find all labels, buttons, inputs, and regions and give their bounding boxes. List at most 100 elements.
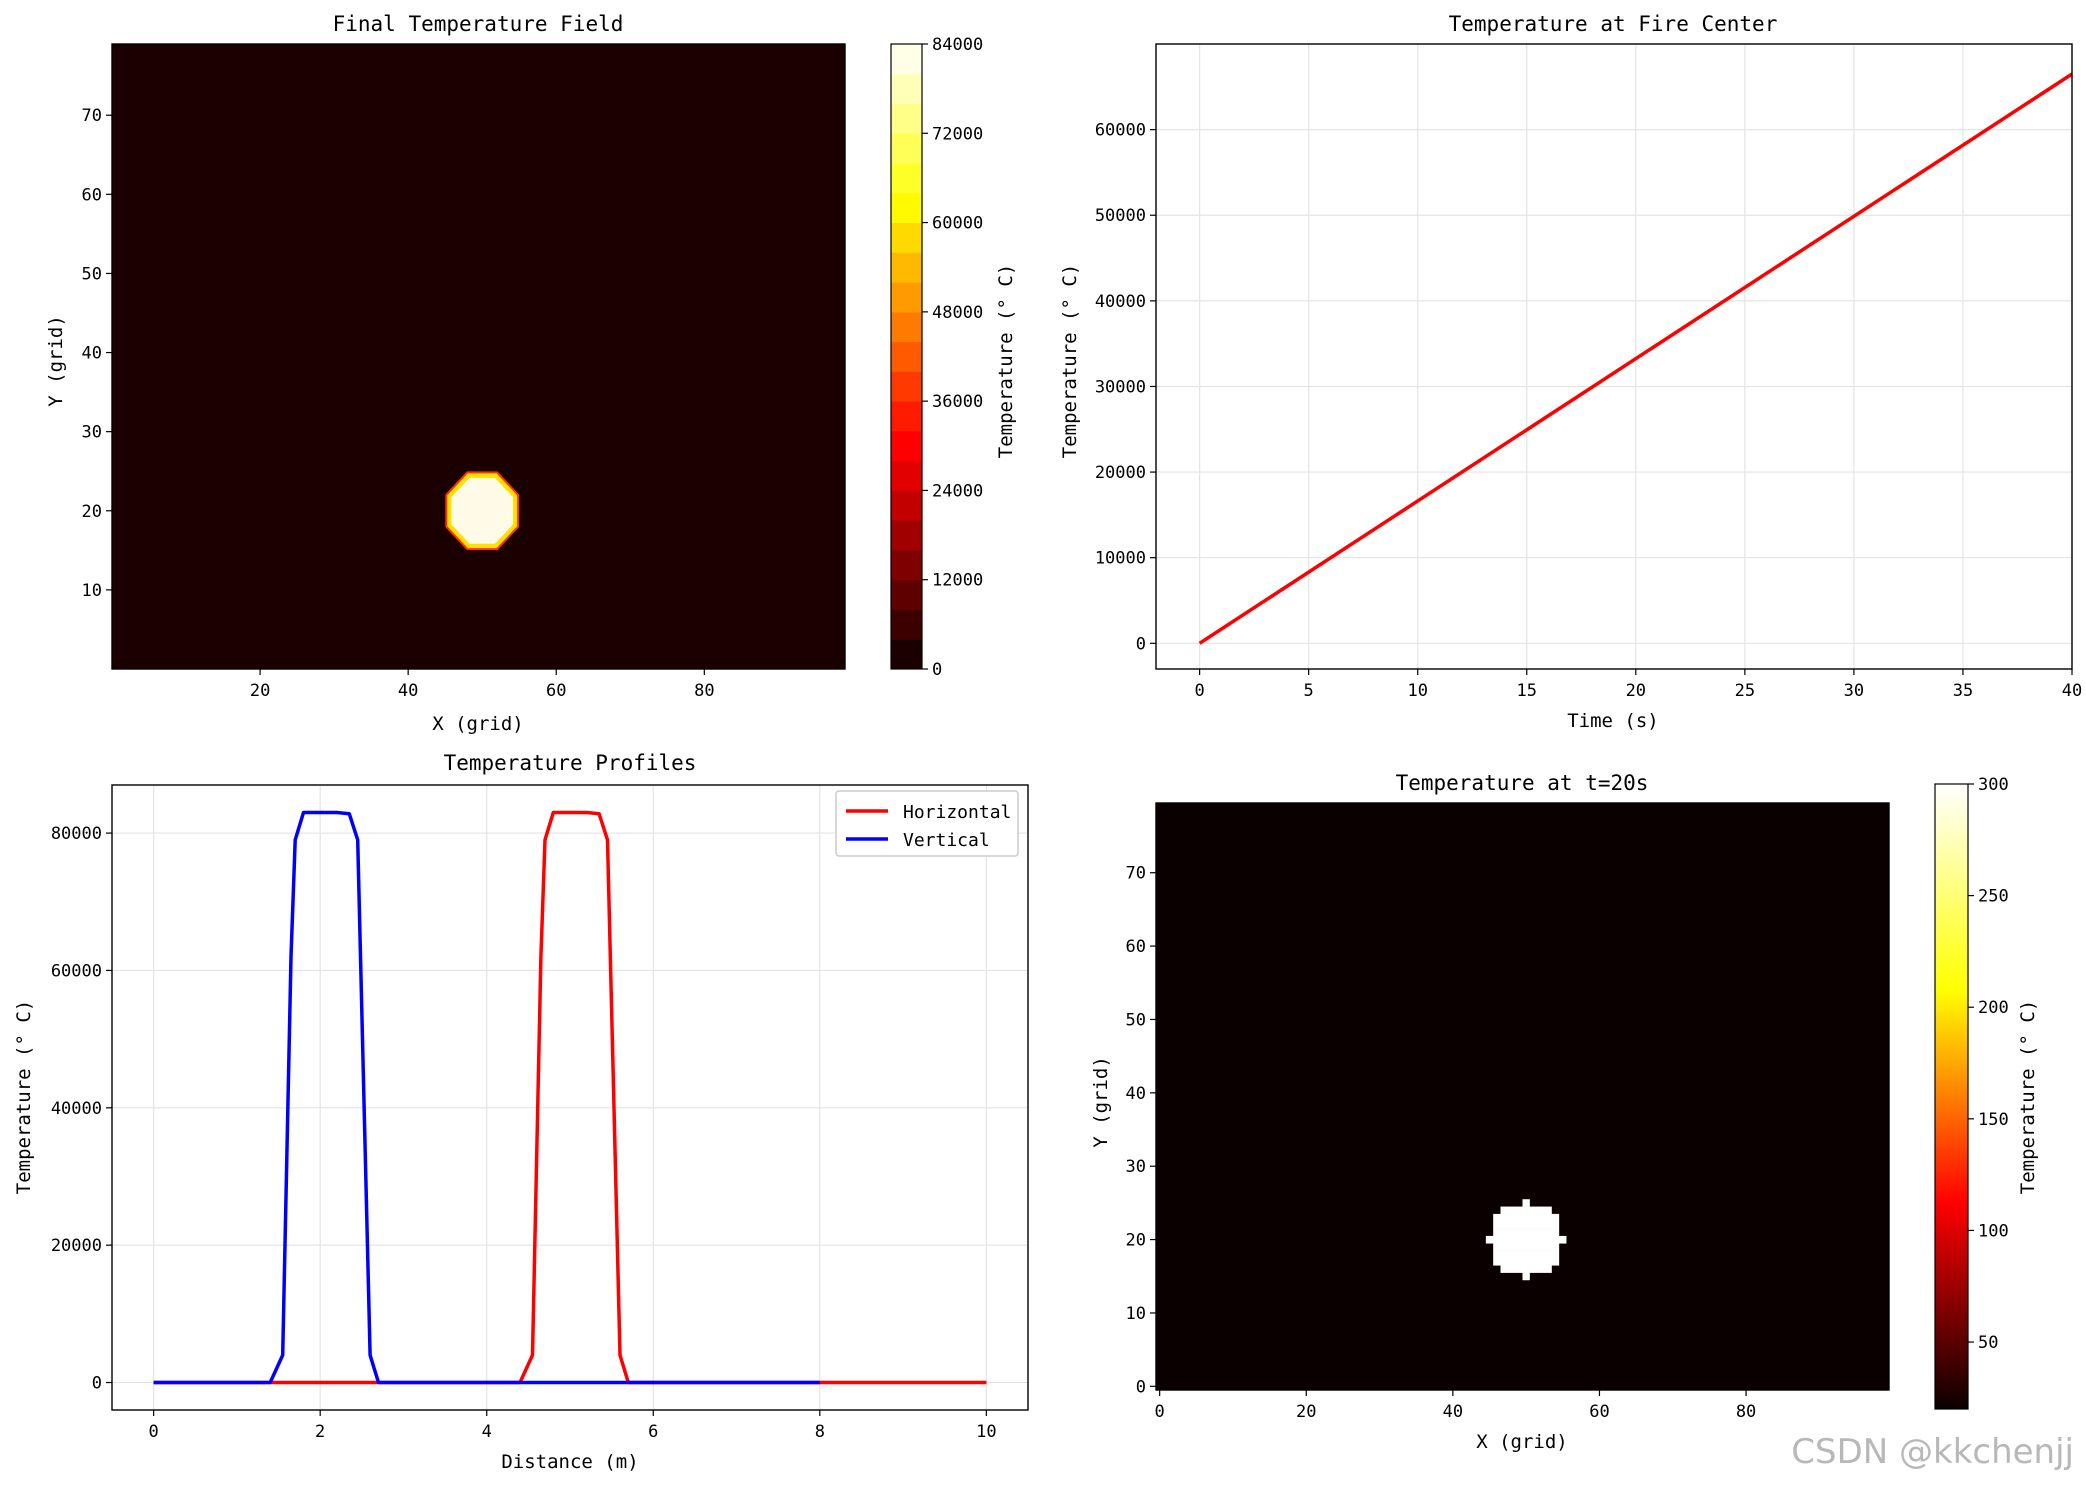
p1-colorbar-band xyxy=(891,549,922,581)
p1-colorbar-band xyxy=(891,282,922,313)
p1-colorbar-tick-label: 60000 xyxy=(932,214,983,234)
p1-colorbar-band xyxy=(891,133,922,164)
p4-hot-spot-row xyxy=(1485,1235,1567,1244)
p4-ytick-label: 60 xyxy=(1126,937,1146,957)
p4-colorbar-tick-label: 150 xyxy=(1978,1110,2009,1130)
p4-colorbar-frame xyxy=(1934,783,1969,1410)
p1-colorbar-band xyxy=(891,639,922,670)
p1-colorbar-band xyxy=(891,44,922,75)
panel3-ylabel: Temperature (° C) xyxy=(13,1000,35,1194)
panel2-plot-area: 0 5 10 15 20 25 30 35 40 0 10000 20000 30000 40000 500… xyxy=(1095,43,2082,701)
p4-colorbar-tick-label: 200 xyxy=(1978,998,2009,1018)
panel-temperature-at-fire-center: Temperature at Fire Center 0 5 10 15 20 25 30 3… xyxy=(1059,12,2082,732)
p2-xtick-label: 15 xyxy=(1517,681,1537,701)
legend-label-vertical: Vertical xyxy=(903,830,990,851)
p4-colorbar-gradient xyxy=(1935,784,1968,1409)
p2-ytick-label: 10000 xyxy=(1095,549,1146,569)
p2-xtick-label: 25 xyxy=(1735,681,1755,701)
p1-colorbar-frame xyxy=(890,43,923,670)
p4-ytick-label: 20 xyxy=(1126,1231,1146,1251)
p1-colorbar-band xyxy=(891,163,922,194)
panel4-ylabel: Y (grid) xyxy=(1090,1056,1112,1148)
p1-colorbar-tick-label: 72000 xyxy=(932,124,983,144)
p1-colorbar-tick-label: 0 xyxy=(932,660,942,680)
p1-colorbar-tick-label: 24000 xyxy=(932,481,983,501)
p1-colorbar-band xyxy=(891,73,922,105)
p4-hot-spot-row xyxy=(1493,1213,1560,1222)
panel1-colorbar-label: Temperature (° C) xyxy=(995,264,1017,458)
p4-ytick-label: 40 xyxy=(1126,1084,1146,1104)
p2-ytick-label: 50000 xyxy=(1095,206,1146,226)
p4-hot-spot-row xyxy=(1522,1272,1530,1281)
p1-colorbar-band xyxy=(891,460,922,491)
p1-colorbar-band xyxy=(891,311,922,343)
p3-frame xyxy=(111,784,1029,1411)
p4-xtick-label: 60 xyxy=(1589,1402,1609,1422)
p1-colorbar-tick-label: 84000 xyxy=(932,35,983,55)
p1-colorbar-tick-label: 48000 xyxy=(932,303,983,323)
p2-series-line xyxy=(1198,72,2073,645)
panel4-plot-area: 0 20 40 60 80 0 10 20 30 40 50 60 70 xyxy=(1126,802,1890,1422)
p4-xtick-label: 80 xyxy=(1736,1402,1756,1422)
p4-hot-spot-row xyxy=(1493,1257,1560,1266)
p1-colorbar-band xyxy=(891,579,922,610)
p1-colorbar-band xyxy=(891,401,922,432)
p1-ytick-label: 30 xyxy=(82,423,102,443)
panel1-title: Final Temperature Field xyxy=(333,12,624,36)
p4-xtick-label: 40 xyxy=(1443,1402,1463,1422)
p1-colorbar-tick-label: 12000 xyxy=(932,571,983,591)
watermark: CSDN @kkchenjj xyxy=(1791,1432,2074,1472)
p1-background xyxy=(112,44,845,669)
panel2-ylabel: Temperature (° C) xyxy=(1059,264,1081,458)
panel1-ylabel: Y (grid) xyxy=(45,315,67,407)
p3-xtick-label: 2 xyxy=(315,1422,325,1442)
p1-hot-spot xyxy=(451,477,513,544)
panel1-xlabel: X (grid) xyxy=(432,713,524,735)
p3-xtick-label: 0 xyxy=(149,1422,159,1442)
p1-xtick-label: 20 xyxy=(250,681,270,701)
legend-label-horizontal: Horizontal xyxy=(903,802,1011,823)
p3-ytick-label: 40000 xyxy=(51,1099,102,1119)
panel2-xlabel: Time (s) xyxy=(1567,710,1659,732)
p4-ytick-label: 10 xyxy=(1126,1304,1146,1324)
p2-ytick-label: 0 xyxy=(1136,634,1146,654)
p3-series-line-vertical xyxy=(153,810,820,1385)
p3-xtick-label: 10 xyxy=(976,1422,996,1442)
p4-background xyxy=(1156,803,1889,1390)
p2-xtick-label: 35 xyxy=(1953,681,1973,701)
panel3-xlabel: Distance (m) xyxy=(501,1451,638,1473)
p3-xtick-label: 4 xyxy=(482,1422,492,1442)
p4-colorbar-tick-label: 300 xyxy=(1978,775,2009,795)
p3-ytick-label: 80000 xyxy=(51,824,102,844)
p1-ytick-label: 50 xyxy=(82,264,102,284)
p4-xtick-label: 20 xyxy=(1296,1402,1316,1422)
p4-colorbar-tick-label: 100 xyxy=(1978,1221,2009,1241)
p1-colorbar-band xyxy=(891,192,922,224)
p4-hot-spot-row xyxy=(1493,1221,1560,1229)
panel3-legend: Horizontal Vertical xyxy=(835,790,1019,857)
panel4-title: Temperature at t=20s xyxy=(1396,771,1649,795)
p3-ytick-label: 20000 xyxy=(51,1236,102,1256)
p4-colorbar-tick-label: 250 xyxy=(1978,887,2009,907)
p2-xtick-label: 40 xyxy=(2062,681,2082,701)
p2-background xyxy=(1156,44,2072,669)
p1-colorbar-band xyxy=(891,371,922,402)
p4-hot-spot-row xyxy=(1522,1199,1530,1207)
p4-hot-spot-row xyxy=(1493,1228,1560,1237)
panel4-colorbar-label: Temperature (° C) xyxy=(2017,1000,2039,1194)
p4-hot-spot-row xyxy=(1500,1265,1552,1273)
p4-hot-spot-row xyxy=(1500,1206,1552,1215)
p1-ytick-label: 60 xyxy=(82,185,102,205)
p2-xtick-label: 10 xyxy=(1407,681,1427,701)
p3-ytick-label: 60000 xyxy=(51,961,102,981)
p1-colorbar-band xyxy=(891,252,922,283)
p4-ytick-label: 70 xyxy=(1126,864,1146,884)
p4-hot-spot-row xyxy=(1493,1243,1560,1251)
p3-background xyxy=(112,785,1028,1410)
p1-xtick-label: 80 xyxy=(694,681,714,701)
p3-series-line-horizontal xyxy=(153,810,987,1385)
p3-xtick-label: 6 xyxy=(648,1422,658,1442)
p4-xtick-label: 0 xyxy=(1155,1402,1165,1422)
panel1-colorbar: 0 12000 24000 36000 48000 60000 72000 84000 xyxy=(890,35,983,680)
p2-xtick-label: 0 xyxy=(1194,681,1204,701)
